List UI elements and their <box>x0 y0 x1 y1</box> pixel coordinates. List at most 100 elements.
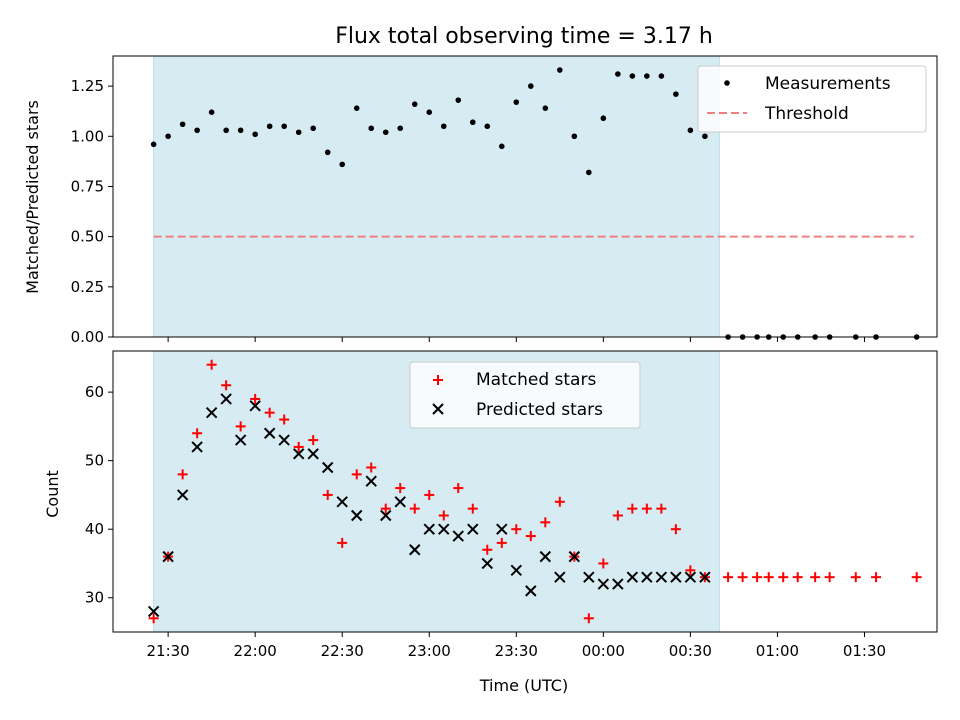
matched-star-point <box>778 572 789 583</box>
matched-star-point <box>206 359 217 370</box>
predicted-star-point <box>409 544 421 556</box>
bottom-y-tick-label: 60 <box>85 383 104 401</box>
measurement-point <box>339 161 346 168</box>
top-points <box>150 67 920 340</box>
legend-label-measurements: Measurements <box>765 74 891 94</box>
matched-star-point <box>482 544 493 555</box>
measurement-point <box>644 73 650 79</box>
matched-star-point <box>598 558 609 569</box>
matched-star-point <box>424 489 435 500</box>
top-axes-frame <box>112 55 938 338</box>
bottom-y-axis-label: Count <box>43 470 62 518</box>
matched-star-point <box>723 572 734 583</box>
bottom-x-ticks: 21:30 22:00 22:30 23:00 23:30 00:00 00:30 01:00… <box>147 632 886 660</box>
measurement-point <box>600 115 607 122</box>
top-legend-box <box>697 65 927 133</box>
x-tick-label: 22:00 <box>234 642 277 660</box>
matched-star-point <box>250 393 261 404</box>
legend-marker-matched <box>433 375 443 385</box>
top-y-tick-label: 0.00 <box>71 328 104 346</box>
measurement-point <box>208 109 215 115</box>
measurement-point <box>223 127 229 134</box>
predicted-star-point <box>205 406 218 419</box>
measurement-point <box>615 71 621 77</box>
matched-star-point <box>670 524 681 535</box>
measurement-point <box>658 73 665 79</box>
matched-star-point <box>824 572 835 583</box>
measurement-point <box>687 127 694 134</box>
legend-marker-predicted <box>432 403 444 415</box>
top-panel: 0.00 0.25 0.50 0.75 1.00 1.25 Matched/Predict… <box>23 55 938 346</box>
matched-star-point <box>192 428 203 439</box>
predicted-star-point <box>365 475 377 487</box>
measurement-point <box>469 119 476 126</box>
top-y-tick-label: 0.50 <box>71 228 104 246</box>
measurement-point <box>368 125 375 132</box>
predicted-star-point <box>641 571 653 583</box>
predicted-star-point <box>263 427 276 439</box>
predicted-star-point <box>336 496 348 508</box>
top-y-tick-label: 0.25 <box>71 278 104 296</box>
matched-star-point <box>351 469 362 480</box>
measurement-point <box>440 123 447 130</box>
top-y-tick-label: 1.25 <box>71 77 104 95</box>
predicted-star-point <box>539 550 552 563</box>
bottom-y-tick-label: 30 <box>85 589 104 607</box>
measurement-point <box>484 123 491 130</box>
matched-star-point <box>656 503 667 514</box>
x-tick-label: 21:30 <box>147 642 190 660</box>
matched-star-point <box>467 503 478 514</box>
predicted-star-point <box>147 605 160 618</box>
predicted-star-point <box>307 448 319 460</box>
predicted-star-point <box>699 571 711 583</box>
bottom-points <box>147 359 922 624</box>
matched-star-point <box>438 510 449 521</box>
x-axis-label: Time (UTC) <box>479 676 568 695</box>
bottom-y-tick-label: 40 <box>85 520 104 538</box>
bottom-y-tick-label: 50 <box>85 452 104 470</box>
matched-star-point <box>293 441 304 452</box>
measurement-point <box>673 91 679 97</box>
measurement-point <box>557 67 563 73</box>
predicted-star-point <box>452 530 464 542</box>
matched-star-point <box>279 414 290 425</box>
predicted-star-point <box>583 571 595 583</box>
predicted-star-point <box>278 434 290 446</box>
measurement-point <box>426 109 433 115</box>
predicted-star-point <box>234 434 247 446</box>
measurement-point <box>571 133 578 140</box>
matched-star-point <box>511 524 522 535</box>
predicted-star-point <box>438 523 450 535</box>
x-tick-label: 23:00 <box>408 642 451 660</box>
top-y-tick-label: 1.00 <box>71 127 104 145</box>
matched-star-point <box>525 531 536 542</box>
top-x-ticks <box>167 337 865 342</box>
measurement-point <box>324 149 331 156</box>
matched-star-point <box>322 489 333 500</box>
top-legend: Measurements Threshold <box>697 65 927 133</box>
predicted-star-point <box>554 571 566 583</box>
predicted-star-point <box>525 585 537 597</box>
top-shaded-span <box>153 55 720 338</box>
legend-label-threshold: Threshold <box>764 104 849 124</box>
matched-star-point <box>763 572 774 583</box>
legend-marker-measurements <box>724 80 730 86</box>
bottom-panel: 30 40 50 60 21:30 22:00 22:30 23:00 23:30 00:00 0… <box>43 350 938 695</box>
measurement-point <box>513 99 520 105</box>
bottom-y-ticks: 30 40 50 60 <box>85 383 113 607</box>
predicted-star-point <box>249 400 261 412</box>
x-tick-label: 01:30 <box>843 642 886 660</box>
measurement-point <box>281 123 287 130</box>
predicted-star-point <box>568 550 581 563</box>
predicted-star-point <box>423 523 435 535</box>
measurement-point <box>528 83 534 89</box>
measurement-point <box>455 97 462 103</box>
measurement-point <box>382 129 389 136</box>
top-y-ticks: 0.00 0.25 0.50 0.75 1.00 1.25 <box>71 77 113 346</box>
matched-star-point <box>148 613 159 624</box>
predicted-star-point <box>321 461 334 474</box>
chart-title: Flux total observing time = 3.17 h <box>335 24 713 49</box>
legend-label-matched: Matched stars <box>476 370 596 390</box>
matched-star-point <box>871 572 882 583</box>
